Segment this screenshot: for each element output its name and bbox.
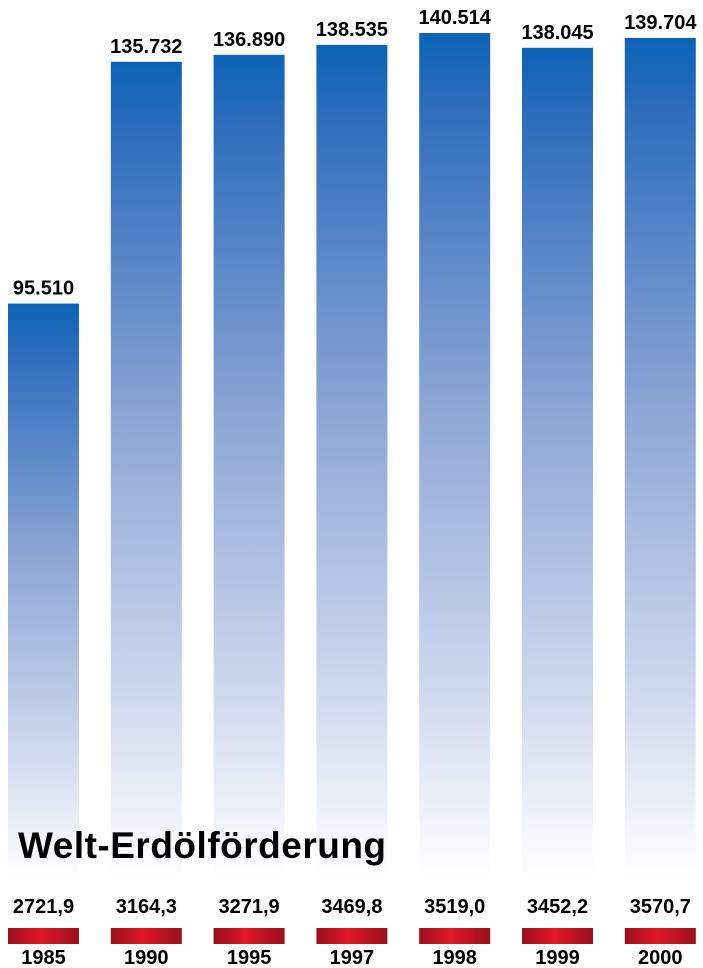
year-marker-1990	[110, 928, 182, 944]
year-marker-2000	[624, 928, 696, 944]
bar-1990	[110, 61, 182, 879]
bar-1995	[213, 54, 285, 879]
year-marker-1997	[316, 928, 388, 944]
value-label-1998: 140.514	[419, 7, 492, 29]
year-label-1998: 1998	[432, 947, 477, 968]
bar-1998	[419, 33, 491, 878]
secondary-label-1997: 3469,8	[321, 896, 382, 918]
secondary-label-1999: 3452,2	[527, 896, 588, 918]
value-label-2000: 139.704	[624, 12, 697, 34]
year-label-1995: 1995	[227, 947, 272, 968]
bar-1985	[8, 303, 79, 879]
value-label-1985: 95.510	[13, 278, 74, 300]
year-label-1985: 1985	[21, 947, 66, 968]
secondary-label-2000: 3570,7	[630, 896, 691, 918]
secondary-label-1998: 3519,0	[424, 896, 485, 918]
year-marker-1998	[419, 928, 491, 944]
bar-2000	[624, 37, 696, 878]
value-label-1995: 136.890	[213, 29, 285, 51]
year-marker-1995	[213, 928, 285, 944]
year-label-2000: 2000	[638, 947, 683, 968]
bars-layer	[8, 33, 696, 944]
secondary-label-1990: 3164,3	[116, 896, 177, 918]
year-label-1990: 1990	[124, 947, 169, 968]
value-label-1997: 138.535	[316, 19, 388, 41]
labels-layer: 95.510 2721,9 1985 135.732 3164,3 1990 136.890…	[13, 7, 697, 968]
year-marker-1999	[522, 928, 593, 944]
year-marker-1985	[8, 928, 79, 944]
year-label-1999: 1999	[535, 947, 580, 968]
secondary-label-1995: 3271,9	[219, 896, 280, 918]
bar-1997	[316, 44, 388, 878]
value-label-1999: 138.045	[521, 22, 593, 44]
chart-title: Welt-Erdölförderung	[18, 825, 387, 866]
year-label-1997: 1997	[330, 947, 375, 968]
bar-1999	[522, 47, 593, 879]
secondary-label-1985: 2721,9	[13, 896, 74, 918]
value-label-1990: 135.732	[110, 36, 182, 58]
